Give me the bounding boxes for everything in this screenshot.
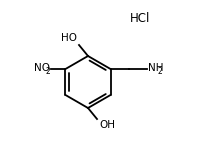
Text: HO: HO: [61, 33, 77, 43]
Text: NH: NH: [147, 63, 163, 73]
Text: HCl: HCl: [130, 12, 150, 25]
Text: 2: 2: [46, 67, 51, 76]
Text: 2: 2: [157, 67, 162, 76]
Text: NO: NO: [34, 63, 51, 73]
Text: OH: OH: [99, 120, 115, 130]
